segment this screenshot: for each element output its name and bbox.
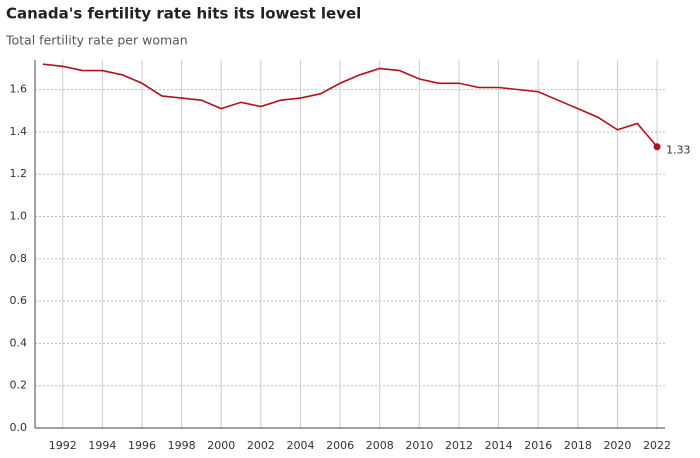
line [42, 63, 658, 148]
x-tick-label: 2012 [445, 439, 473, 452]
x-tick-label: 2010 [405, 439, 433, 452]
y-tick-label: 0.6 [10, 294, 28, 307]
x-tick-label: 2002 [247, 439, 275, 452]
y-tick-label: 0.8 [10, 252, 28, 265]
x-tick-label: 1998 [168, 439, 196, 452]
x-tick-label: 1996 [128, 439, 156, 452]
x-tick-label: 2004 [286, 439, 314, 452]
x-tick-label: 2018 [564, 439, 592, 452]
y-tick-label: 1.2 [10, 167, 28, 180]
y-tick-label: 0.0 [10, 421, 28, 434]
x-tick-label: 2020 [603, 439, 631, 452]
x-tick-label: 2016 [524, 439, 552, 452]
end-point [653, 143, 661, 151]
x-tick-label: 2000 [207, 439, 235, 452]
y-tick-label: 1.4 [10, 125, 28, 138]
y-tick-label: 0.4 [10, 336, 28, 349]
y-tick-label: 1.0 [10, 210, 28, 223]
x-tick-label: 1994 [88, 439, 116, 452]
x-tick-label: 2006 [326, 439, 354, 452]
y-tick-label: 1.6 [10, 83, 28, 96]
x-tick-label: 2014 [485, 439, 513, 452]
x-tick-label: 2008 [366, 439, 394, 452]
x-tick-label: 1992 [49, 439, 77, 452]
data-label: 1.33 [666, 144, 691, 157]
y-tick-label: 0.2 [10, 379, 28, 392]
x-tick-label: 2022 [643, 439, 671, 452]
chart-title: Canada's fertility rate hits its lowest … [6, 5, 361, 23]
chart-subtitle: Total fertility rate per woman [5, 33, 188, 48]
